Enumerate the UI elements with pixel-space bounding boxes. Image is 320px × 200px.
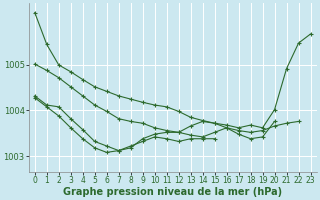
X-axis label: Graphe pression niveau de la mer (hPa): Graphe pression niveau de la mer (hPa) [63,187,282,197]
